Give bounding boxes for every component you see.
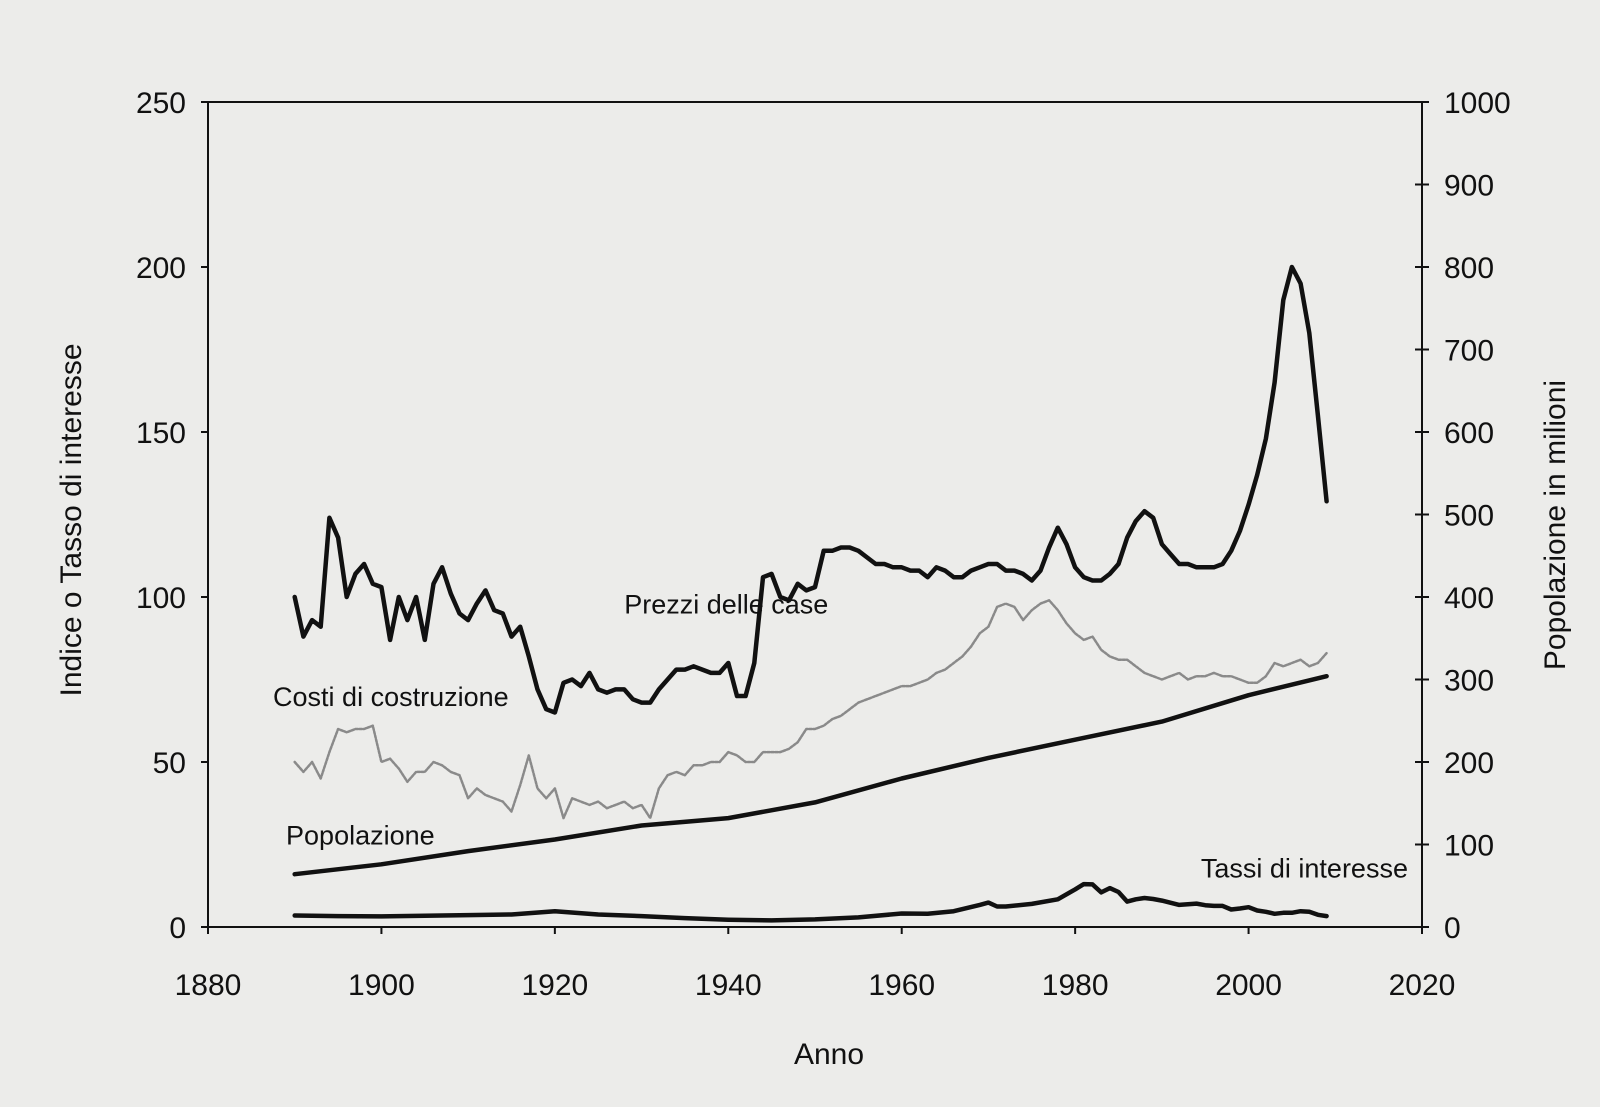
series-labels: Prezzi delle case Costi di costruzione Pop…: [273, 590, 1408, 884]
y-right-tick-label: 700: [1444, 335, 1494, 368]
series-layer: [292, 264, 1329, 923]
series-line-prezzi-delle-case: [292, 264, 1329, 715]
x-tick-label: 1940: [695, 969, 762, 1002]
y-right-tick-label: 1000: [1444, 87, 1511, 120]
series-label: Tassi di interesse: [1201, 854, 1408, 884]
y-left-tick-label: 0: [169, 912, 186, 945]
y-left-tick-label: 50: [153, 747, 186, 780]
y-right-tick-label: 200: [1444, 747, 1494, 780]
series-label: Prezzi delle case: [624, 590, 828, 620]
x-tick-label: 1900: [348, 969, 415, 1002]
y-left-tick-label: 200: [136, 252, 186, 285]
series-line-popolazione: [292, 673, 1329, 877]
x-axis-title: Anno: [794, 1038, 864, 1071]
x-tick-label: 2000: [1215, 969, 1282, 1002]
y-left-tick-label: 150: [136, 417, 186, 450]
y-right-tick-label: 600: [1444, 417, 1494, 450]
x-tick-label: 2020: [1389, 969, 1456, 1002]
series-label: Costi di costruzione: [273, 682, 509, 712]
x-tick-label: 1920: [521, 969, 588, 1002]
series-line-tassi-di-interesse: [292, 881, 1329, 923]
y-right-tick-label: 500: [1444, 500, 1494, 533]
y-left-tick-label: 250: [136, 87, 186, 120]
series-label: Popolazione: [286, 821, 435, 851]
y-left-axis-title: Indice o Tasso di interesse: [55, 344, 88, 697]
y-right-tick-label: 400: [1444, 582, 1494, 615]
y-right-tick-label: 900: [1444, 170, 1494, 203]
y-left-tick-label: 100: [136, 582, 186, 615]
series-line-costi-di-costruzione: [293, 599, 1328, 820]
y-right-tick-label: 0: [1444, 912, 1461, 945]
y-right-axis-title: Popolazione in milioni: [1539, 380, 1572, 670]
y-right-tick-label: 100: [1444, 830, 1494, 863]
y-right-tick-label: 300: [1444, 665, 1494, 698]
y-right-axis-ticks: 0 100 200 300 400 500 600 700 800 900 1000: [1415, 87, 1511, 945]
x-tick-label: 1880: [175, 969, 242, 1002]
x-tick-label: 1980: [1042, 969, 1109, 1002]
y-right-tick-label: 800: [1444, 252, 1494, 285]
x-axis-ticks: 1880 1900 1920 1940 1960 1980 2000 2020: [175, 927, 1456, 1002]
y-left-axis-ticks: 0 50 100 150 200 250: [136, 87, 208, 945]
x-tick-label: 1960: [868, 969, 935, 1002]
